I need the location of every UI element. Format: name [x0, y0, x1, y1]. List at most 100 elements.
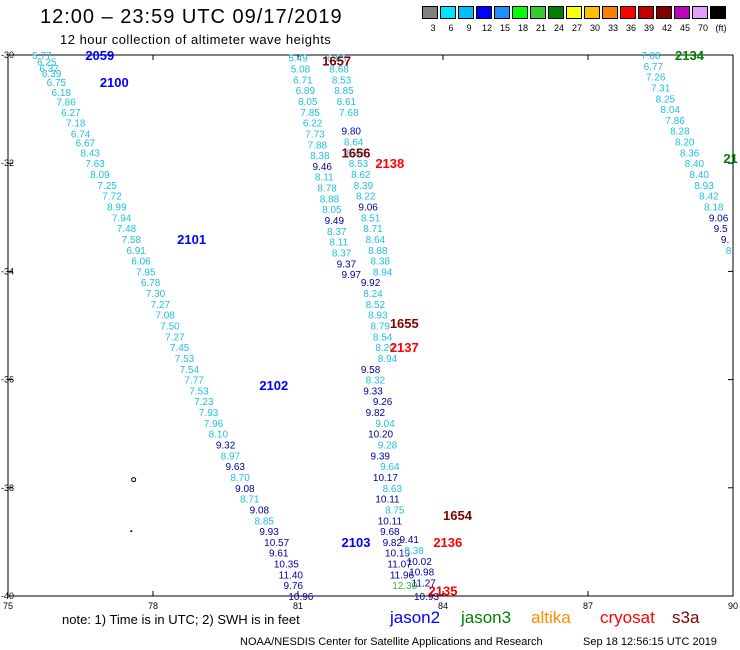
wave-height-value: 9.33 [363, 386, 383, 397]
wave-height-value: 8.05 [298, 97, 318, 108]
pass-time-label[interactable]: 1655 [390, 316, 419, 331]
wave-height-value: 8.85 [334, 86, 354, 97]
wave-height-value: 8.43 [81, 148, 101, 159]
wave-height-value: 8.64 [366, 235, 386, 246]
pass-time-label[interactable]: 2136 [433, 535, 462, 550]
wave-height-value: 8.51 [361, 213, 381, 224]
satellite-jason2: jason2 [390, 608, 441, 627]
pass-time-label[interactable]: 2134 [675, 48, 705, 63]
wave-height-value: 10.19 [385, 549, 410, 560]
wave-height-value: 10.17 [373, 473, 398, 484]
lat-label: -36 [1, 375, 14, 385]
wave-height-value: 8.04 [661, 105, 681, 116]
wave-height-value: 6.91 [126, 246, 146, 257]
lon-label: 87 [583, 601, 593, 611]
wave-height-value: 7.95 [136, 267, 156, 278]
map-title: 12:00 – 23:59 UTC 09/17/2019 [40, 6, 343, 28]
wave-height-value: 6.71 [293, 75, 313, 86]
lat-label: -40 [1, 591, 14, 601]
color-scale-label: (ft) [715, 23, 727, 33]
wave-height-value: 8.94 [373, 267, 393, 278]
lon-label: 84 [438, 601, 448, 611]
pass-time-label[interactable]: 2137 [390, 340, 419, 355]
wave-height-value: 12.30 [392, 581, 417, 592]
wave-height-value: 11.07 [387, 560, 412, 571]
wave-height-value: 8.20 [375, 343, 395, 354]
wave-height-value: 9.80 [342, 127, 362, 138]
wave-height-value: 10.35 [274, 560, 299, 571]
wave-height-value: 7.27 [151, 300, 171, 311]
color-swatch [548, 6, 564, 19]
wave-height-value: 6.27 [61, 108, 81, 119]
wave-height-value: 8.61 [337, 97, 357, 108]
wave-height-value: 8.25 [656, 94, 676, 105]
wave-height-value: 7.30 [146, 289, 166, 300]
wave-height-value: 9.06 [358, 202, 378, 213]
wave-height-value: 6.78 [141, 278, 161, 289]
pass-time-label[interactable]: 2100 [100, 75, 129, 90]
pass-time-label[interactable]: 2103 [342, 535, 371, 550]
wave-height-value: 8.75 [385, 505, 405, 516]
wave-height-value: 10.98 [409, 568, 434, 579]
satellite-s3a: s3a [672, 608, 700, 627]
wave-height-value: 8.71 [363, 224, 383, 235]
color-swatch [692, 6, 708, 19]
wave-height-value: 8.20 [675, 138, 695, 149]
wave-height-value: 7.54 [180, 365, 200, 376]
color-swatch [494, 6, 510, 19]
color-swatch [674, 6, 690, 19]
wave-height-value: 7.08 [155, 311, 175, 322]
pass-time-label[interactable]: 2059 [85, 48, 114, 63]
wave-height-value: 8.28 [670, 127, 690, 138]
wave-height-value: 8.93 [694, 181, 714, 192]
wave-height-value: 8.22 [356, 192, 376, 203]
color-swatch [530, 6, 546, 19]
wave-height-value: 7.23 [194, 397, 214, 408]
pass-time-label[interactable]: 2102 [259, 378, 288, 393]
pass-time-label[interactable]: 1656 [342, 145, 371, 160]
wave-height-value: 8.05 [322, 205, 342, 216]
wave-height-value: 9.46 [313, 162, 333, 173]
pass-time-label[interactable]: 21 [723, 151, 737, 166]
color-scale-label: 24 [553, 23, 564, 33]
color-swatch [566, 6, 582, 19]
pass-time-label[interactable]: 2138 [375, 156, 404, 171]
wave-height-value: 8.42 [699, 192, 719, 203]
wave-height-value: 8.40 [690, 170, 710, 181]
color-scale-label: 33 [607, 23, 618, 33]
pass-time-label[interactable]: 2135 [429, 584, 458, 599]
wave-height-value: 8.09 [90, 170, 110, 181]
color-scale-label: 30 [589, 23, 600, 33]
wave-height-value: 7.58 [122, 235, 142, 246]
wave-height-value: 9.82 [366, 408, 386, 419]
wave-height-value: 7.08 [641, 51, 661, 62]
wave-height-value: 7.77 [184, 376, 204, 387]
wave-height-value: 7.73 [305, 129, 325, 140]
wave-height-value: 11.40 [279, 570, 304, 581]
lat-label: -30 [1, 50, 14, 60]
pass-time-label[interactable]: 1654 [443, 508, 473, 523]
lon-label: 90 [728, 601, 738, 611]
credit-line: NOAA/NESDIS Center for Satellite Applica… [240, 636, 543, 648]
lon-label: 81 [293, 601, 303, 611]
generated-timestamp: Sep 18 12:56:15 UTC 2019 [583, 636, 717, 648]
wave-height-value: 8.37 [332, 248, 352, 259]
wave-height-value: 8 [726, 246, 732, 257]
island-marker [131, 477, 137, 483]
wave-height-value: 6.18 [52, 88, 72, 99]
pass-time-label[interactable]: 1657 [322, 53, 351, 68]
wave-height-value: 9.82 [383, 538, 403, 549]
lon-label: 75 [3, 601, 13, 611]
wave-height-value: 10.02 [407, 557, 432, 568]
color-scale-label: 45 [679, 23, 690, 33]
wave-height-value: 7.63 [85, 159, 105, 170]
wave-height-value: 8.88 [320, 194, 340, 205]
color-scale-label: 27 [571, 23, 582, 33]
pass-time-label[interactable]: 2101 [177, 232, 206, 247]
wave-height-value: 9.04 [375, 419, 395, 430]
wave-height-value: 9.26 [373, 397, 393, 408]
wave-height-value: 7.25 [97, 181, 117, 192]
wave-height-value: 8.39 [354, 181, 374, 192]
color-swatch [422, 6, 438, 19]
